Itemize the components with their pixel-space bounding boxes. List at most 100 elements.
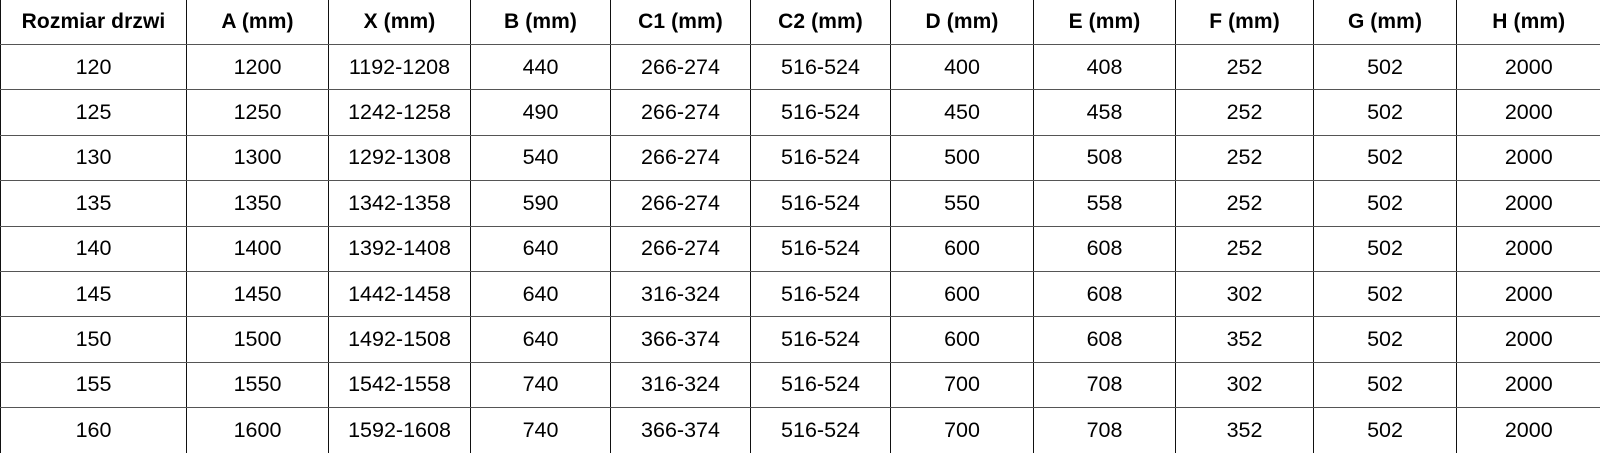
table-cell: 408 (1034, 45, 1176, 90)
table-cell: 1542-1558 (329, 362, 471, 407)
table-cell: 458 (1034, 90, 1176, 135)
table-cell: 502 (1314, 90, 1457, 135)
table-cell: 1300 (187, 135, 329, 180)
table-cell: 600 (891, 226, 1034, 271)
table-cell: 502 (1314, 271, 1457, 316)
table-cell: 508 (1034, 135, 1176, 180)
table-cell: 540 (471, 135, 611, 180)
table-cell: 252 (1176, 226, 1314, 271)
table-cell: 516-524 (751, 271, 891, 316)
table-cell: 502 (1314, 135, 1457, 180)
column-header-3: B (mm) (471, 0, 611, 45)
table-cell: 1500 (187, 317, 329, 362)
table-cell: 516-524 (751, 226, 891, 271)
table-cell: 600 (891, 317, 1034, 362)
table-cell: 266-274 (611, 226, 751, 271)
table-cell: 352 (1176, 317, 1314, 362)
table-cell: 2000 (1457, 317, 1600, 362)
table-cell: 1200 (187, 45, 329, 90)
table-cell: 2000 (1457, 362, 1600, 407)
table-cell: 516-524 (751, 45, 891, 90)
column-header-0: Rozmiar drzwi (1, 0, 187, 45)
table-cell: 2000 (1457, 135, 1600, 180)
table-cell: 366-374 (611, 317, 751, 362)
table-cell: 302 (1176, 362, 1314, 407)
table-cell: 516-524 (751, 135, 891, 180)
table-cell: 160 (1, 408, 187, 453)
table-cell: 500 (891, 135, 1034, 180)
column-header-7: E (mm) (1034, 0, 1176, 45)
column-header-8: F (mm) (1176, 0, 1314, 45)
table-cell: 120 (1, 45, 187, 90)
table-cell: 2000 (1457, 45, 1600, 90)
table-cell: 1550 (187, 362, 329, 407)
table-cell: 130 (1, 135, 187, 180)
table-cell: 708 (1034, 362, 1176, 407)
table-cell: 135 (1, 181, 187, 226)
table-cell: 1442-1458 (329, 271, 471, 316)
table-cell: 316-324 (611, 362, 751, 407)
table-cell: 590 (471, 181, 611, 226)
table-cell: 252 (1176, 90, 1314, 135)
table-cell: 400 (891, 45, 1034, 90)
table-cell: 1392-1408 (329, 226, 471, 271)
table-cell: 266-274 (611, 181, 751, 226)
table-cell: 516-524 (751, 90, 891, 135)
table-cell: 640 (471, 317, 611, 362)
table-cell: 1450 (187, 271, 329, 316)
table-cell: 558 (1034, 181, 1176, 226)
table-cell: 708 (1034, 408, 1176, 453)
table-cell: 366-374 (611, 408, 751, 453)
table-cell: 608 (1034, 317, 1176, 362)
column-header-4: C1 (mm) (611, 0, 751, 45)
table-cell: 502 (1314, 45, 1457, 90)
table-cell: 252 (1176, 181, 1314, 226)
table-cell: 700 (891, 362, 1034, 407)
table-cell: 450 (891, 90, 1034, 135)
table-cell: 516-524 (751, 362, 891, 407)
table-cell: 1292-1308 (329, 135, 471, 180)
table-cell: 302 (1176, 271, 1314, 316)
column-header-5: C2 (mm) (751, 0, 891, 45)
table-cell: 740 (471, 362, 611, 407)
table-cell: 252 (1176, 135, 1314, 180)
table-cell: 740 (471, 408, 611, 453)
table-cell: 1250 (187, 90, 329, 135)
column-header-9: G (mm) (1314, 0, 1457, 45)
column-header-10: H (mm) (1457, 0, 1600, 45)
table-cell: 516-524 (751, 317, 891, 362)
table-cell: 2000 (1457, 226, 1600, 271)
table-cell: 640 (471, 226, 611, 271)
table-cell: 2000 (1457, 181, 1600, 226)
table-cell: 352 (1176, 408, 1314, 453)
table-cell: 608 (1034, 271, 1176, 316)
column-header-2: X (mm) (329, 0, 471, 45)
table-cell: 1592-1608 (329, 408, 471, 453)
table-cell: 316-324 (611, 271, 751, 316)
table-cell: 2000 (1457, 90, 1600, 135)
column-header-1: A (mm) (187, 0, 329, 45)
table-cell: 640 (471, 271, 611, 316)
table-cell: 145 (1, 271, 187, 316)
table-cell: 600 (891, 271, 1034, 316)
table-cell: 1350 (187, 181, 329, 226)
table-cell: 502 (1314, 226, 1457, 271)
table-cell: 550 (891, 181, 1034, 226)
table-cell: 125 (1, 90, 187, 135)
table-cell: 516-524 (751, 181, 891, 226)
table-cell: 1192-1208 (329, 45, 471, 90)
table-cell: 440 (471, 45, 611, 90)
table-cell: 608 (1034, 226, 1176, 271)
table-cell: 150 (1, 317, 187, 362)
